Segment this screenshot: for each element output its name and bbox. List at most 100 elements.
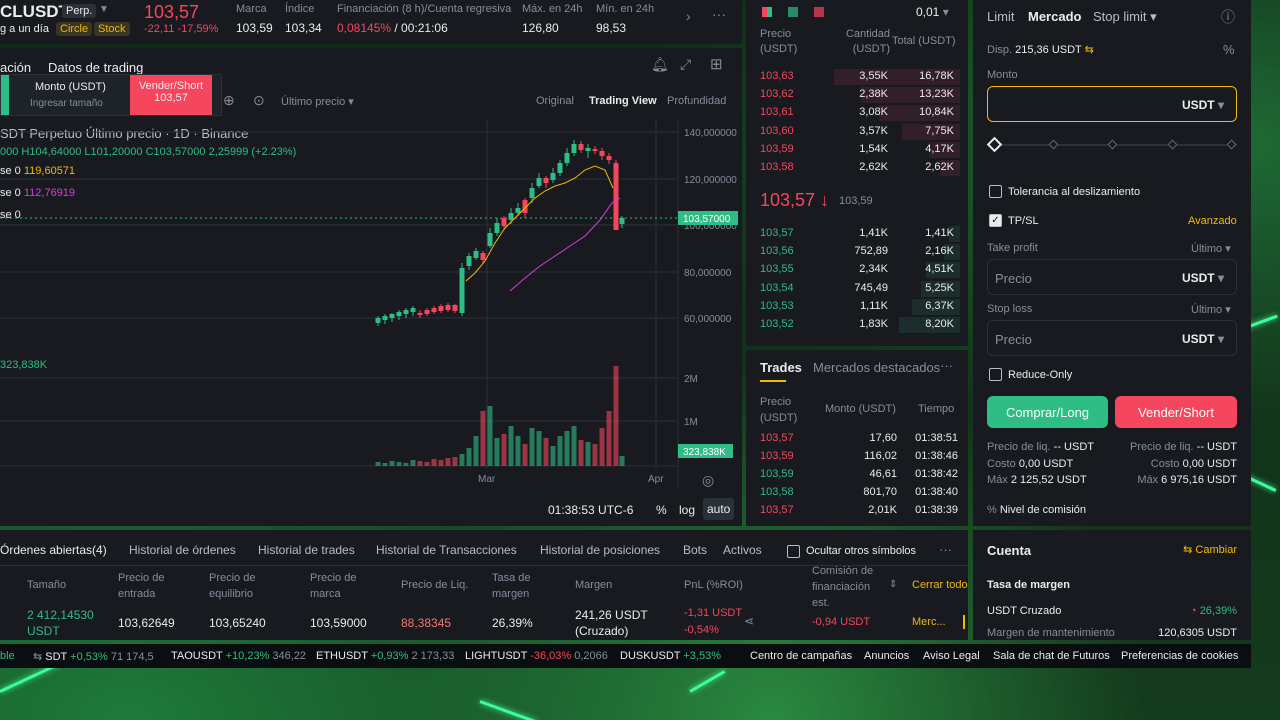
tab-bots[interactable]: Bots xyxy=(683,543,708,557)
tab-market[interactable]: Mercado xyxy=(1028,9,1082,24)
limit-close-edge[interactable] xyxy=(963,615,965,629)
slider-mark[interactable] xyxy=(1048,139,1059,150)
book-cell: 103,59 xyxy=(760,142,794,155)
view-depth[interactable]: Profundidad xyxy=(667,95,727,107)
chevron-right-icon[interactable]: › xyxy=(686,8,691,24)
tab-top-markets[interactable]: Mercados destacados xyxy=(813,360,941,375)
settings-icon[interactable]: ⊙ xyxy=(253,92,265,108)
price-chart[interactable]: 140,000000 120,000000 100,000000 80,0000… xyxy=(0,48,742,526)
ticker-item[interactable]: ETHUSDT +0,93% 2 173,33 xyxy=(316,650,455,662)
vol-tick-label: 1M xyxy=(684,417,698,428)
view-tradingview[interactable]: Trading View xyxy=(589,95,657,107)
more-icon[interactable]: ··· xyxy=(939,542,952,557)
book-cell: 3,55K xyxy=(859,70,888,82)
footer-link-legal[interactable]: Aviso Legal xyxy=(923,650,980,662)
book-row[interactable]: 103,56 752,89 2,16K xyxy=(746,243,968,261)
unit-select[interactable]: USDT ▾ xyxy=(1181,98,1224,112)
symbol-name[interactable]: CLUSDT xyxy=(0,2,69,21)
slippage-checkbox[interactable] xyxy=(989,185,1002,198)
tab-transaction-history[interactable]: Historial de Transacciones xyxy=(376,543,517,557)
sl-trigger-select[interactable]: Último ▾ xyxy=(1191,304,1231,316)
ticker-item[interactable]: TAOUSDT +10,23% 346,22 xyxy=(171,650,307,662)
tp-trigger-select[interactable]: Último ▾ xyxy=(1191,243,1231,255)
share-icon[interactable]: ⋖ xyxy=(744,614,755,628)
more-icon[interactable]: ··· xyxy=(940,358,953,373)
asks-list: 103,63 3,55K 16,78K 103,62 2,38K 13,23K 103,61… xyxy=(746,68,968,178)
tab-order-history[interactable]: Historial de órdenes xyxy=(129,543,236,557)
slider-handle[interactable] xyxy=(986,136,1003,153)
reduce-only-checkbox[interactable] xyxy=(989,368,1002,381)
quick-sell-button[interactable]: Vender/Short 103,57 xyxy=(130,75,212,115)
more-icon[interactable]: ··· xyxy=(712,6,726,22)
add-indicator-icon[interactable]: ⊕ xyxy=(223,92,235,108)
sell-short-button[interactable]: Vender/Short xyxy=(1115,396,1237,428)
amount-input[interactable]: USDT ▾ xyxy=(987,86,1237,122)
book-both-icon[interactable] xyxy=(762,7,772,17)
book-cell: 1,54K xyxy=(859,142,888,155)
book-row[interactable]: 103,53 1,11K 6,37K xyxy=(746,298,968,316)
book-bids-icon[interactable] xyxy=(788,7,798,17)
fee-level-link[interactable]: % Nivel de comisión xyxy=(987,504,1087,516)
ticker-item[interactable]: LIGHTUSDT -36,03% 0,2066 xyxy=(465,650,608,662)
percent-scale-button[interactable]: % xyxy=(656,503,667,517)
book-asks-icon[interactable] xyxy=(814,7,824,17)
quick-amount-input[interactable]: Ingresar tamaño xyxy=(30,98,103,109)
tick-size-select[interactable]: 0,01 ▾ xyxy=(916,5,949,19)
grid-icon[interactable]: ⊞ xyxy=(710,56,723,73)
expand-icon[interactable]: ⤢ xyxy=(680,56,692,72)
tab-trades[interactable]: Trades xyxy=(760,360,802,375)
unit-select[interactable]: USDT ▾ xyxy=(1181,332,1224,346)
footer-link-cookies[interactable]: Preferencias de cookies xyxy=(1121,650,1239,662)
switch-mode-link[interactable]: ⇆ Cambiar xyxy=(1183,544,1237,556)
hide-other-checkbox[interactable] xyxy=(787,545,800,558)
price-type-select[interactable]: Último precio ▾ xyxy=(281,96,354,108)
market-close-button[interactable]: Merc... xyxy=(912,616,946,628)
tab-limit[interactable]: Limit xyxy=(987,9,1015,24)
book-row[interactable]: 103,63 3,55K 16,78K xyxy=(746,68,968,86)
book-row[interactable]: 103,58 2,62K 2,62K xyxy=(746,159,968,177)
sort-icon[interactable]: ⇕ xyxy=(889,579,898,590)
footer-link-campaigns[interactable]: Centro de campañas xyxy=(750,650,853,662)
stop-loss-input[interactable]: Precio USDT ▾ xyxy=(987,320,1237,356)
log-scale-button[interactable]: log xyxy=(679,503,696,517)
tab-assets[interactable]: Activos xyxy=(723,543,762,557)
book-row[interactable]: 103,57 1,41K 1,41K xyxy=(746,225,968,243)
ticker-item[interactable]: DUSKUSDT +3,53% xyxy=(620,650,721,662)
info-icon[interactable]: ⓘ xyxy=(1221,9,1235,25)
footer-link-announcements[interactable]: Anuncios xyxy=(864,650,910,662)
auto-scale-button[interactable]: auto xyxy=(703,498,735,520)
slider-mark[interactable] xyxy=(1226,139,1237,150)
tab-trade-history[interactable]: Historial de trades xyxy=(258,543,355,557)
tab-position-history[interactable]: Historial de posiciones xyxy=(540,543,661,557)
tpsl-checkbox[interactable]: ✓ xyxy=(989,214,1002,227)
slider-mark[interactable] xyxy=(1107,139,1118,150)
book-row[interactable]: 103,55 2,34K 4,51K xyxy=(746,261,968,279)
percent-icon[interactable]: % xyxy=(1223,42,1235,57)
quick-buy-button[interactable] xyxy=(1,75,9,115)
book-row[interactable]: 103,54 745,49 5,25K xyxy=(746,280,968,298)
close-all-button[interactable]: Cerrar todo xyxy=(912,579,968,591)
book-row[interactable]: 103,52 1,83K 8,20K xyxy=(746,316,968,334)
chevron-down-icon[interactable]: ▼ xyxy=(99,4,109,15)
ticker-item[interactable]: ble xyxy=(0,650,15,662)
ticker-item[interactable]: ⇆ SDT +0,53% 71 174,5 xyxy=(33,651,154,663)
book-row[interactable]: 103,59 1,54K 4,17K xyxy=(746,141,968,159)
tab-chart[interactable]: ación xyxy=(0,60,32,75)
book-row[interactable]: 103,61 3,08K 10,84K xyxy=(746,104,968,122)
book-row[interactable]: 103,60 3,57K 7,75K xyxy=(746,123,968,141)
book-row[interactable]: 103,62 2,38K 13,23K xyxy=(746,86,968,104)
footer-link-chat[interactable]: Sala de chat de Futuros xyxy=(993,650,1110,662)
tab-stop-limit[interactable]: Stop limit ▾ xyxy=(1093,9,1157,24)
tab-open-orders[interactable]: Órdenes abiertas(4) xyxy=(0,543,107,557)
advanced-link[interactable]: Avanzado xyxy=(1188,215,1237,227)
slider-mark[interactable] xyxy=(1167,139,1178,150)
buy-long-button[interactable]: Comprar/Long xyxy=(987,396,1108,428)
take-profit-input[interactable]: Precio USDT ▾ xyxy=(987,259,1237,295)
target-icon[interactable]: ◎ xyxy=(702,472,715,488)
stat-value: 103,34 xyxy=(285,21,322,35)
tab-trading-data[interactable]: Datos de trading xyxy=(48,60,144,75)
unit-select[interactable]: USDT ▾ xyxy=(1181,271,1224,285)
bell-icon[interactable]: 🔔︎ xyxy=(651,56,669,72)
book-cell: 103,60 xyxy=(760,124,794,137)
view-original[interactable]: Original xyxy=(536,95,574,107)
